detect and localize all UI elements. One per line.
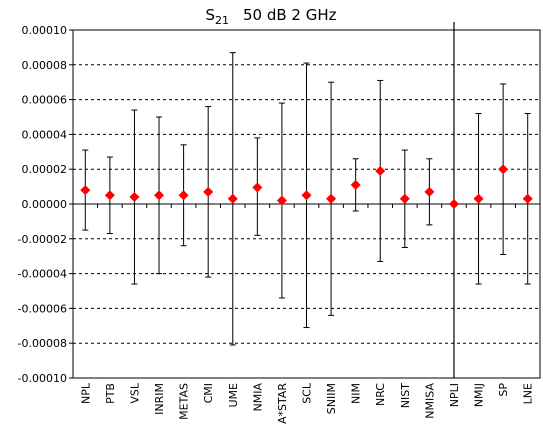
x-tick-label: LNE xyxy=(522,383,535,404)
data-point xyxy=(473,193,484,204)
x-tick-label: METAS xyxy=(178,383,191,420)
y-tick-label: 0.00010 xyxy=(22,24,68,37)
y-tick-label: 0.00008 xyxy=(22,59,68,72)
data-point xyxy=(399,193,410,204)
y-tick-label: 0.00006 xyxy=(22,94,68,107)
x-tick-label: NPLI xyxy=(448,383,461,407)
data-point xyxy=(227,193,238,204)
y-tick-label: -0.00004 xyxy=(18,268,67,281)
data-point xyxy=(375,165,386,176)
x-tick-label: SP xyxy=(497,383,510,397)
y-tick-label: -0.00006 xyxy=(18,302,67,315)
x-tick-label: INRIM xyxy=(153,383,166,415)
x-tick-label: CMI xyxy=(202,383,215,403)
plot-area: -0.00010 -0.00008 -0.00006 -0.00004 -0.00002… xyxy=(18,22,541,424)
x-tick-label: NMIJ xyxy=(473,383,486,407)
x-tick-label: NMIA xyxy=(251,383,264,412)
y-tick-label: 0.00000 xyxy=(22,198,68,211)
y-tick-label: 0.00002 xyxy=(22,163,68,176)
x-tick-label: SCL xyxy=(301,382,314,404)
chart-title-rest: 50 dB 2 GHz xyxy=(243,6,337,24)
data-point xyxy=(448,199,459,209)
chart-title: S21 50 dB 2 GHz xyxy=(205,6,336,27)
chart-title-sub: 21 xyxy=(215,14,229,27)
data-point xyxy=(178,190,189,201)
data-point xyxy=(104,190,115,201)
data-point xyxy=(80,185,91,196)
x-tick-label: VSL xyxy=(128,382,141,404)
x-tick-label: NRC xyxy=(374,383,387,406)
data-point xyxy=(203,186,214,197)
data-point xyxy=(350,179,361,190)
x-tick-label: UME xyxy=(227,383,240,408)
x-tick-label: NIM xyxy=(350,383,363,404)
x-tick-label: PTB xyxy=(104,383,117,404)
data-point xyxy=(424,186,435,197)
data-point xyxy=(129,192,140,203)
data-point xyxy=(154,190,165,201)
data-point xyxy=(326,193,337,204)
y-tick-label: -0.00002 xyxy=(18,233,67,246)
y-tick-label: -0.00010 xyxy=(18,372,67,385)
chart-title-main: S xyxy=(205,6,215,24)
data-point xyxy=(276,195,287,206)
x-tick-label: A*STAR xyxy=(276,383,289,424)
x-tick-label: SNIIM xyxy=(325,383,338,414)
x-tick-label: NMISA xyxy=(423,383,436,419)
x-tick-label: NPL xyxy=(79,382,92,404)
y-tick-label: -0.00008 xyxy=(18,337,67,350)
data-point xyxy=(498,164,509,175)
x-tick-label: NIST xyxy=(399,383,412,408)
data-point xyxy=(522,193,533,204)
data-point xyxy=(252,182,263,193)
data-point xyxy=(301,190,312,201)
y-tick-label: 0.00004 xyxy=(22,128,68,141)
